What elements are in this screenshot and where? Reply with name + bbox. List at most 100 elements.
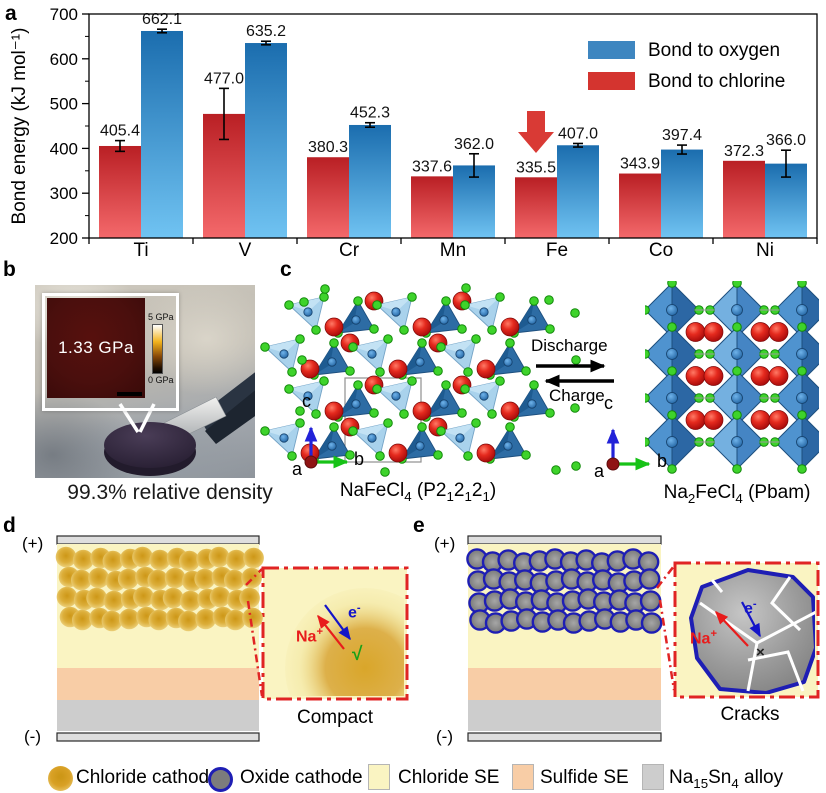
bar-value-label: 380.3	[308, 139, 348, 156]
x-category-label: Cr	[339, 240, 360, 261]
bar-oxygen-Cr	[349, 124, 391, 238]
axis-indicator-right	[606, 428, 651, 471]
electron-label-e: e-	[744, 598, 757, 618]
bar-value-label: 477.0	[204, 70, 244, 87]
y-tick-label: 400	[50, 139, 78, 158]
axis-c-label-right: c	[604, 393, 613, 413]
na2fecl4-formula: Na2FeCl4 (Pbam)	[663, 482, 811, 506]
a-axis-dot	[304, 455, 318, 469]
oxide-cell-schematic	[466, 535, 820, 742]
charge-label: Charge	[549, 386, 605, 405]
oxide-cathode-particle	[640, 612, 663, 634]
nafecl4-formula: NaFeCl4 (P212121)	[339, 480, 497, 504]
chloride-cathode-particle	[55, 546, 77, 568]
chloride-cathode-particle	[164, 567, 186, 589]
legend-label-oxygen: Bond to oxygen	[648, 40, 780, 61]
afm-colorbar	[152, 324, 163, 374]
sulfide-se-layer	[468, 668, 661, 700]
compact-particle-zoom	[285, 588, 404, 696]
bar-value-label: 662.1	[142, 11, 182, 28]
y-tick-label: 200	[50, 229, 78, 248]
chloride-cathode-particle	[88, 567, 109, 589]
bar-value-label: 343.9	[620, 156, 660, 173]
na-ion-label-d: Na+	[296, 626, 323, 646]
colorbar-min-label: 0 GPa	[148, 375, 174, 385]
bar-oxygen-V	[245, 43, 287, 239]
y-tick-label: 700	[50, 5, 78, 24]
crack-line	[746, 642, 759, 692]
chloride-cathode-particle	[239, 587, 260, 609]
legend-label-alloy: Na15Sn4 alloy	[669, 767, 784, 791]
oxide-cathode-particle	[638, 568, 661, 590]
na-ion-arrow	[715, 610, 749, 647]
chloride-cathode-particle	[148, 609, 170, 631]
legend-label-oxide-cathode: Oxide cathode	[240, 767, 363, 788]
sulfide-se-layer	[57, 668, 259, 700]
legend-swatch-oxide-cathode	[208, 767, 233, 792]
electron-arrow	[741, 601, 761, 638]
crack-line	[710, 579, 724, 593]
alloy-layer	[468, 700, 661, 731]
panel-label-a: a	[5, 2, 17, 25]
chloride-cathode-particle	[102, 550, 124, 572]
chloride-cathode-particle	[194, 568, 215, 590]
cracked-particle-zoom	[689, 568, 815, 694]
axis-a-label-left: a	[292, 459, 303, 479]
chloride-cathode-particle	[178, 610, 199, 632]
current-collector-bottom	[467, 732, 662, 742]
y-tick-label: 500	[50, 95, 78, 114]
bar-chlorine-Co	[619, 173, 661, 238]
x-category-label: V	[239, 240, 252, 261]
bar-value-label: 372.3	[724, 143, 764, 160]
discharge-label: Discharge	[531, 336, 608, 355]
chloride-cathode-particle	[226, 549, 247, 571]
crack-line	[770, 576, 802, 632]
chloride-cathode-particle	[179, 550, 200, 572]
current-collector-bottom	[56, 732, 260, 742]
chloride-cathode-particle	[208, 546, 230, 568]
positive-electrode-label-e: (+)	[434, 534, 456, 553]
chloride-cathode-particle	[117, 568, 139, 590]
a-axis-dot	[606, 457, 620, 471]
panel-label-c: c	[280, 258, 292, 281]
oxide-cathode-particle	[639, 590, 662, 612]
chloride-cathode-particle	[149, 549, 171, 571]
y-tick-label: 600	[50, 50, 78, 69]
bar-chlorine-Cr	[307, 157, 349, 238]
crack-line	[747, 650, 805, 692]
afm-inset-box	[42, 293, 179, 411]
chloride-cathode-particle	[118, 608, 140, 630]
positive-electrode-label-d: (+)	[22, 534, 44, 553]
afm-image	[47, 298, 145, 398]
axis-indicator-left	[304, 426, 349, 469]
compact-particle	[285, 588, 404, 696]
chloride-cathode-particle	[101, 610, 123, 632]
highlight-arrow-fe	[518, 111, 554, 153]
chloride-cathode-particle	[243, 547, 264, 569]
chloride-cathode-particle	[180, 590, 201, 612]
legend-label-sulfide-se: Sulfide SE	[540, 767, 629, 788]
y-tick-label: 300	[50, 184, 78, 203]
chloride-cathode-particle	[209, 586, 231, 608]
legend-label-chlorine: Bond to chlorine	[648, 71, 785, 92]
bar-oxygen-Co	[661, 149, 703, 238]
relative-density-caption: 99.3% relative density	[67, 481, 273, 504]
legend-swatch-sulfide-se	[512, 764, 534, 790]
negative-electrode-label-d: (-)	[24, 727, 41, 746]
current-collector-top	[56, 535, 260, 545]
afm-modulus-value: 1.33 GPa	[58, 338, 134, 357]
x-category-label: Ni	[756, 240, 774, 261]
panel-label-b: b	[3, 258, 16, 281]
bar-value-label: 362.0	[454, 136, 494, 153]
chloride-cell-schematic	[55, 535, 409, 742]
electron-arrow	[324, 604, 351, 641]
x-category-label: Fe	[546, 240, 568, 261]
chloride-cathode-particle	[162, 587, 184, 609]
chloride-cathode-particle	[73, 549, 94, 571]
zoom-connector	[245, 568, 263, 586]
bar-chlorine-Ni	[723, 160, 765, 238]
bar-chlorine-Fe	[515, 177, 557, 238]
legend-swatch-oxygen	[588, 41, 635, 59]
crystal-structure-nafecl4	[260, 283, 581, 477]
